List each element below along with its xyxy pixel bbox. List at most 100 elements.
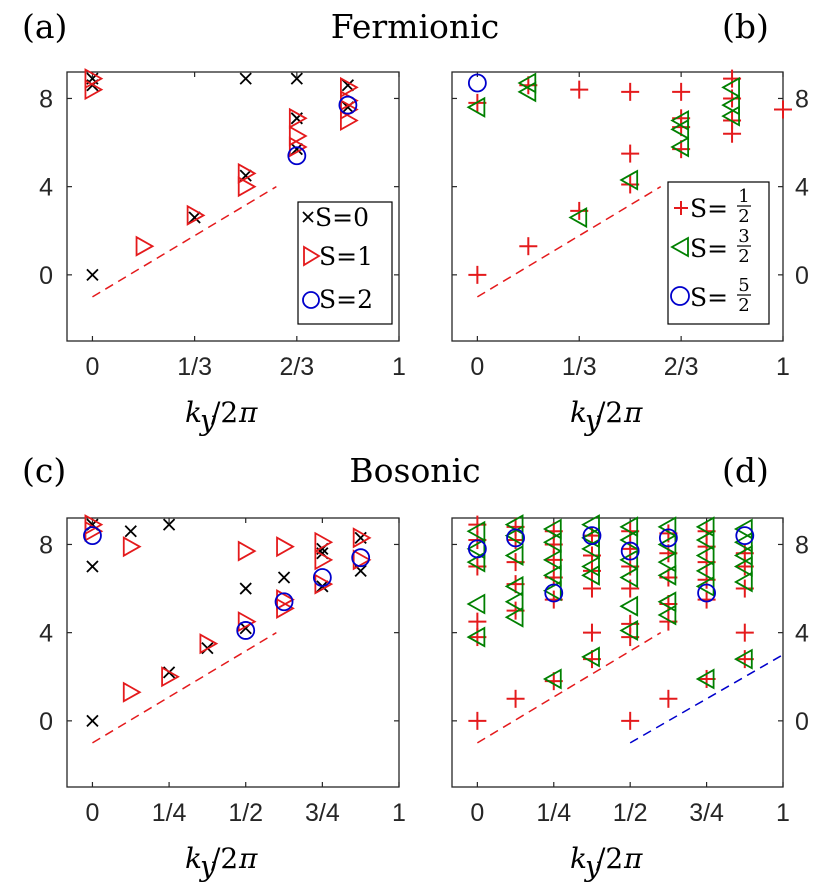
y-tick-label: 0 [39,262,53,290]
axes-frame [66,71,400,342]
data-point [504,525,524,547]
series-1 [466,514,753,690]
data-point [188,211,201,224]
x-tick-label: 1/4 [536,799,571,827]
data-point [582,526,602,546]
data-point [581,555,600,578]
data-point [581,527,600,549]
data-point [314,549,334,571]
data-point [621,711,640,730]
data-point [312,568,332,587]
svg-text:/2: /2 [211,396,238,429]
series-1 [466,72,740,229]
panel-a: 0 1/3 2/3 1 0 4 8 [39,68,406,381]
data-point [237,162,257,184]
data-point [619,169,639,191]
data-point [338,95,358,115]
data-point [162,518,176,531]
svg-text:/2: /2 [211,842,238,875]
svg-text:π: π [238,842,258,875]
panel-label-d: (d) [722,451,769,490]
data-point [467,539,487,559]
data-point [542,564,562,586]
data-point [352,549,372,571]
data-point [468,711,487,730]
x-tick-label: 3/4 [305,799,340,827]
svg-text:y: y [198,404,217,437]
data-point [695,544,715,567]
panel-label-a: (a) [22,7,67,46]
data-point [504,575,524,597]
data-point [733,531,753,553]
data-point [695,529,715,551]
guide-line [92,632,277,744]
data-point [619,566,639,589]
xlabel-c: ky/2 π [185,842,258,883]
data-point [506,553,525,572]
legend-label-s2: S=2 [319,285,373,314]
data-point [657,591,677,613]
xlabel-d: ky/2 π [570,842,643,883]
series-2 [83,526,371,640]
x-tick-label: 2/3 [279,353,314,381]
y-tick-label: 0 [795,262,809,290]
data-point [352,527,372,549]
data-point [288,107,308,129]
legend-box [297,201,393,325]
data-point [239,72,252,85]
data-point [466,520,486,542]
data-point [542,668,562,690]
data-point [276,536,295,558]
data-point [659,689,678,708]
legend-marker-s1 [303,245,321,267]
svg-text:y: y [583,404,602,437]
legend-marker-s0 [302,211,314,223]
legend-label-s12: S= [690,194,728,223]
data-point [670,109,690,132]
x-tick-label: 1 [392,799,406,827]
legend-label-s52: S= [690,283,728,312]
data-point [659,612,678,631]
svg-text:k: k [570,396,587,429]
series-0 [86,518,367,727]
x-tick-label: 1/3 [562,353,597,381]
data-point [619,529,639,551]
panel-d: 0 1/4 1/2 3/4 1 0 4 8 [451,514,809,827]
data-point [672,82,691,101]
data-point [506,689,525,708]
data-point [695,575,715,597]
x-tick-label: 1/2 [613,799,648,827]
data-point [542,518,562,540]
data-point [341,79,355,92]
data-point [86,560,99,573]
title-fermionic: Fermionic [331,7,499,46]
x-tick-label: 1/2 [228,799,263,827]
x-tick-label: 2/3 [664,353,699,381]
data-point [733,544,753,567]
svg-text:y: y [198,850,217,883]
series-0 [468,69,792,284]
svg-text:5: 5 [738,275,749,296]
panel-label-c: (c) [22,451,66,490]
data-point [657,516,677,538]
legend-box [667,181,770,325]
legend-label-s32: S= [690,234,728,263]
data-point [570,201,589,220]
data-point [135,235,155,257]
data-point [621,82,640,101]
data-point [236,621,256,640]
series-0 [86,72,355,281]
legend-marker-s2 [302,291,320,309]
data-point [84,79,104,101]
data-point [568,206,588,229]
legend-label-s0: S=0 [315,203,369,232]
data-point [621,614,640,633]
data-point [506,528,525,548]
data-point [721,76,740,98]
data-point [84,514,104,536]
axes-frame [451,71,784,342]
data-point [657,533,677,555]
data-point [274,592,294,612]
panel-label-b: (b) [722,7,769,46]
